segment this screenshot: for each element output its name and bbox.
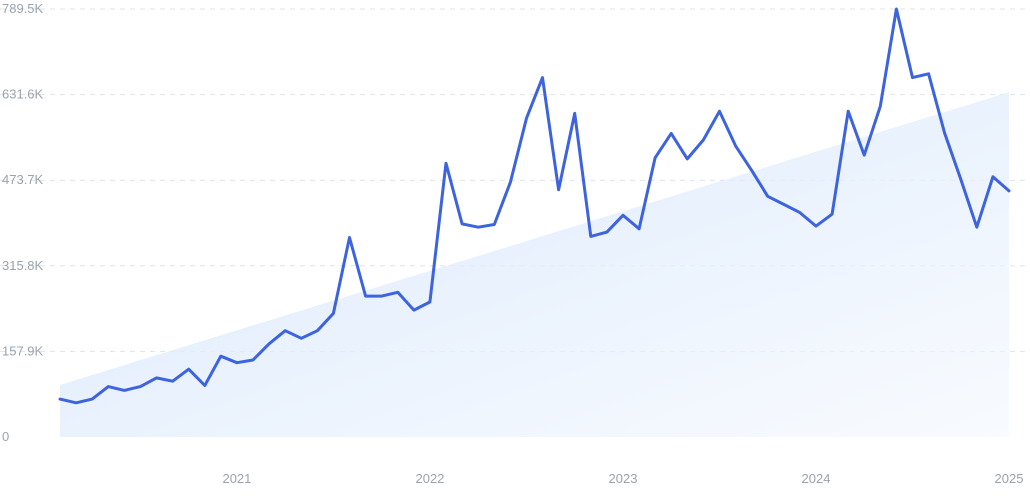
series-line-group — [58, 7, 1011, 405]
x-tick-label: 2022 — [415, 471, 444, 486]
y-tick-label: 315.8K — [2, 258, 44, 273]
y-tick-label: 789.5K — [2, 1, 44, 16]
y-tick-label: 157.9K — [2, 343, 44, 358]
x-tick-label: 2024 — [802, 471, 831, 486]
y-tick-label: 0 — [2, 429, 9, 444]
y-tick-label: 631.6K — [2, 87, 44, 102]
x-axis-tick-labels: 2021 2022 2023 2024 2025 — [222, 471, 1023, 486]
y-axis-tick-labels: 0 157.9K 315.8K 473.7K 631.6K 789.5K — [2, 1, 44, 444]
trend-area-shape — [60, 92, 1009, 437]
x-tick-label: 2025 — [995, 471, 1024, 486]
x-tick-label: 2023 — [609, 471, 638, 486]
y-tick-label: 473.7K — [2, 172, 44, 187]
series-line — [58, 7, 1011, 405]
trend-area — [60, 92, 1009, 437]
x-tick-label: 2021 — [222, 471, 251, 486]
